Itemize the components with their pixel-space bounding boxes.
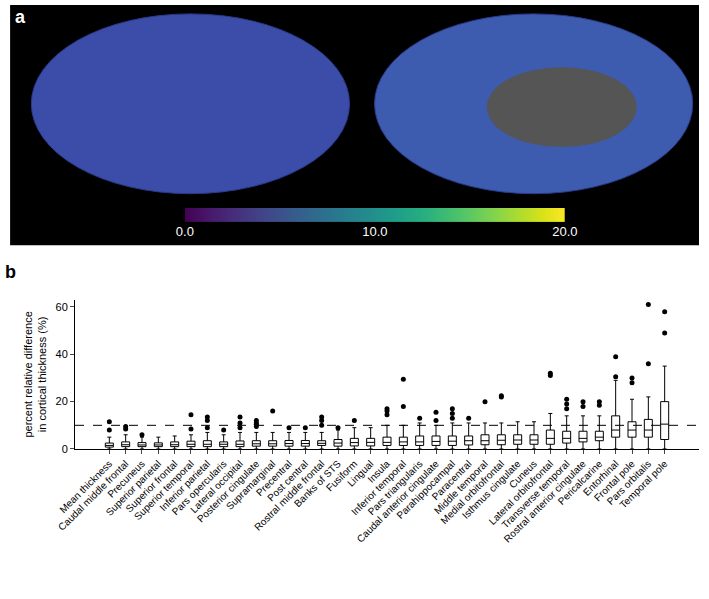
svg-text:Pars triangularis: Pars triangularis — [366, 458, 425, 517]
svg-text:Inferior temporal: Inferior temporal — [349, 458, 408, 517]
svg-text:20: 20 — [56, 395, 68, 407]
svg-text:Lateral occipital: Lateral occipital — [188, 458, 245, 515]
svg-text:Transverse temporal: Transverse temporal — [499, 458, 571, 530]
svg-text:Cuneus: Cuneus — [507, 458, 539, 490]
svg-text:20.0: 20.0 — [552, 224, 577, 239]
svg-text:Banks of STS: Banks of STS — [292, 458, 343, 509]
svg-text:Superior parietal: Superior parietal — [104, 458, 164, 518]
svg-text:Precuneus: Precuneus — [105, 458, 147, 500]
svg-text:Inferior parietal: Inferior parietal — [157, 458, 212, 513]
svg-text:Posterior cingulate: Posterior cingulate — [195, 458, 262, 525]
svg-text:Pars orbitalis: Pars orbitalis — [605, 458, 654, 507]
svg-text:Lateral orbitofrontal: Lateral orbitofrontal — [487, 458, 556, 527]
svg-text:Middle temporal: Middle temporal — [432, 458, 490, 516]
svg-text:0: 0 — [62, 443, 68, 455]
svg-text:Pars opercularis: Pars opercularis — [170, 458, 229, 517]
svg-text:Medial orbitofrontal: Medial orbitofrontal — [438, 458, 506, 526]
svg-text:40: 40 — [56, 348, 68, 360]
svg-text:Lingual: Lingual — [345, 458, 376, 489]
svg-text:60: 60 — [56, 301, 68, 313]
svg-text:Superior temporal: Superior temporal — [132, 458, 196, 522]
svg-text:Temporal pole: Temporal pole — [617, 458, 670, 511]
svg-text:Precentral: Precentral — [254, 458, 294, 498]
svg-text:Superior frontal: Superior frontal — [123, 458, 179, 514]
svg-text:Entorhinal: Entorhinal — [581, 458, 621, 498]
svg-text:Mean thickness: Mean thickness — [57, 458, 114, 515]
svg-text:Caudal middle frontal: Caudal middle frontal — [56, 458, 131, 533]
svg-text:percent relative differencein: percent relative differencein cortical t… — [22, 311, 48, 437]
svg-text:Caudal anterior cingulate: Caudal anterior cingulate — [355, 458, 442, 545]
svg-text:0.0: 0.0 — [176, 224, 194, 239]
svg-text:Rostral anterior cingulate: Rostral anterior cingulate — [502, 458, 589, 545]
svg-text:Supramarginal: Supramarginal — [224, 458, 278, 512]
svg-text:Insula: Insula — [365, 458, 392, 485]
svg-text:Fusiform: Fusiform — [324, 458, 359, 493]
svg-text:Paracentral: Paracentral — [430, 458, 474, 502]
svg-text:Parahippocampal: Parahippocampal — [394, 458, 457, 521]
svg-text:Rostral middle frontal: Rostral middle frontal — [252, 458, 327, 533]
svg-text:Post central: Post central — [265, 458, 310, 503]
svg-text:Pericalcarine: Pericalcarine — [556, 458, 605, 507]
svg-text:10.0: 10.0 — [362, 224, 387, 239]
svg-text:a: a — [15, 7, 26, 27]
svg-text:b: b — [5, 262, 16, 282]
svg-text:Frontal pole: Frontal pole — [592, 458, 637, 503]
svg-text:Isthmus cingulate: Isthmus cingulate — [460, 458, 523, 521]
